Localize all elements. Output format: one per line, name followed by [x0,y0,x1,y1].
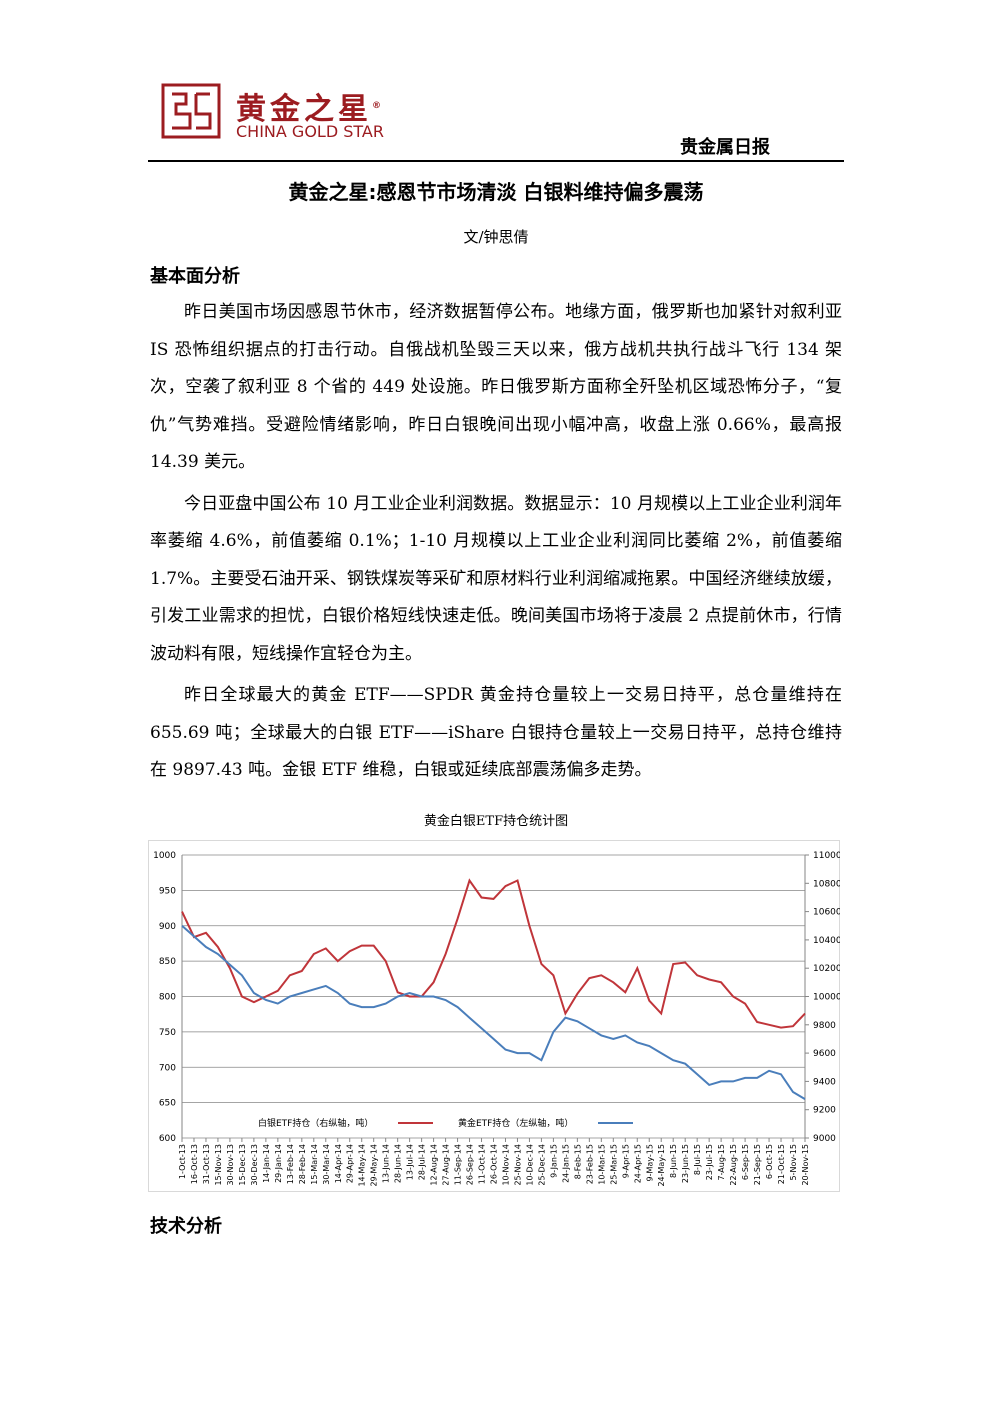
logo-mark: ® [372,101,385,111]
paragraph: 今日亚盘中国公布 10 月工业企业利润数据。数据显示：10 月规模以上工业企业利… [150,493,842,664]
y-tick-label: 650 [159,1099,176,1109]
x-tick-label: 10-Dec-14 [525,1144,534,1186]
x-tick-label: 16-Oct-13 [190,1144,199,1184]
x-tick-label: 9-Jan-15 [549,1144,558,1178]
x-tick-label: 11-Oct-14 [478,1144,487,1184]
x-tick-label: 12-Aug-14 [430,1144,439,1186]
x-tick-label: 22-Aug-15 [729,1144,738,1186]
author: 文/钟思倩 [463,228,529,246]
x-tick-label: 13-Jul-14 [406,1144,415,1180]
x-tick-label: 10-Nov-14 [501,1144,510,1186]
chart-frame [148,840,840,1192]
x-tick-label: 15-Dec-13 [238,1144,247,1186]
series-line [181,925,806,1100]
x-tick-label: 28-Jun-14 [394,1144,403,1183]
x-tick-label: 28-Jul-14 [418,1144,427,1180]
x-tick-label: 23-Feb-15 [585,1144,594,1184]
x-tick-label: 7-Aug-15 [717,1144,726,1181]
x-tick-label: 23-Jun-15 [681,1144,690,1183]
x-tick-label: 31-Oct-13 [202,1144,211,1184]
legend-label: 白银ETF持仓（右纵轴，吨） [258,1117,373,1129]
y-tick-label: 800 [159,993,176,1003]
x-tick-label: 30-Mar-14 [322,1144,331,1185]
x-tick-label: 26-Sep-14 [466,1144,475,1185]
x-tick-label: 25-Dec-14 [537,1144,546,1186]
x-tick-label: 28-Feb-14 [298,1144,307,1184]
y-tick-label: 850 [159,957,176,967]
x-tick-label: 21-Oct-15 [777,1144,786,1184]
x-tick-label: 10-Mar-15 [597,1144,606,1185]
x-tick-label: 8-Feb-15 [573,1144,582,1179]
section-heading: 技术分析 [150,1216,222,1237]
series-line [181,878,806,1029]
y2-tick-label: 9800 [813,1021,836,1031]
y-tick-label: 1000 [153,851,176,861]
x-tick-label: 14-Jan-14 [262,1144,271,1183]
x-tick-label: 26-Oct-14 [490,1144,499,1184]
y2-tick-label: 9000 [813,1134,836,1144]
x-tick-label: 30-Nov-13 [226,1144,235,1186]
logo-cn-text: 黄金之星 [236,92,372,127]
x-tick-label: 13-Jun-14 [382,1144,391,1183]
section-heading: 基本面分析 [150,266,240,287]
x-tick-label: 25-Nov-14 [513,1144,522,1186]
x-tick-label: 21-Sep-15 [753,1144,762,1185]
x-tick-label: 24-May-15 [657,1144,666,1187]
x-tick-label: 8-Jul-15 [693,1144,702,1175]
x-tick-label: 29-Jan-14 [274,1144,283,1183]
body: 昨日美国市场因感恩节休市，经济数据暂停公布。地缘方面，俄罗斯也加紧针对叙利亚 I… [150,294,842,790]
x-tick-label: 24-Apr-15 [633,1144,642,1183]
y-tick-label: 950 [159,886,176,896]
y2-tick-label: 10000 [813,993,840,1003]
header-rule [148,160,844,162]
x-tick-label: 8-Jun-15 [669,1144,678,1178]
doc-title: 黄金之星:感恩节市场清淡 白银料维持偏多震荡 [288,180,704,204]
x-tick-label: 27-Aug-14 [442,1144,451,1186]
x-tick-label: 24-Jan-15 [561,1144,570,1183]
y2-tick-label: 10600 [813,908,840,918]
chart: 600 650 700 750 800 850 900 950 1000 9000 9200 9400… [148,840,840,1192]
x-tick-label: 15-Nov-13 [214,1144,223,1186]
x-tick-label: 5-Nov-15 [789,1144,798,1180]
x-tick-label: 9-Apr-15 [621,1144,630,1178]
x-tick-label: 6-Oct-15 [765,1144,774,1179]
y-tick-label: 600 [159,1134,176,1144]
paragraph: 昨日美国市场因感恩节休市，经济数据暂停公布。地缘方面，俄罗斯也加紧针对叙利亚 I… [150,302,842,472]
legend-label: 黄金ETF持仓（左纵轴，吨） [458,1117,573,1129]
y2-tick-label: 9200 [813,1106,836,1116]
x-tick-label: 13-Feb-14 [286,1144,295,1184]
x-tick-label: 25-Mar-15 [609,1144,618,1185]
logo-cn: 黄金之星® [236,84,385,128]
y2-tick-label: 9400 [813,1077,836,1087]
logo-icon [161,83,221,139]
x-tick-label: 11-Sep-14 [454,1144,463,1185]
x-tick-label: 14-Apr-14 [334,1144,343,1183]
y2-tick-label: 10200 [813,964,840,974]
x-tick-label: 6-Sep-15 [741,1144,750,1180]
y-tick-label: 700 [159,1063,176,1073]
x-tick-label: 14-May-14 [358,1144,367,1187]
chart-title: 黄金白银ETF持仓统计图 [423,814,569,829]
y2-tick-label: 9600 [813,1049,836,1059]
y2-tick-label: 11000 [813,851,840,861]
x-tick-label: 20-Nov-15 [801,1144,810,1186]
x-tick-label: 29-Apr-14 [346,1144,355,1183]
report-name: 贵金属日报 [680,137,770,158]
logo-en: CHINA GOLD STAR [236,122,384,141]
x-tick-label: 29-May-14 [370,1144,379,1187]
y-tick-label: 750 [159,1028,176,1038]
y2-tick-label: 10800 [813,879,840,889]
x-tick-label: 9-May-15 [645,1144,654,1181]
y-tick-label: 900 [159,922,176,932]
x-tick-label: 1-Oct-13 [178,1144,187,1179]
y2-tick-label: 10400 [813,936,840,946]
x-tick-label: 23-Jul-15 [705,1144,714,1180]
x-tick-label: 30-Dec-13 [250,1144,259,1186]
x-tick-label: 15-Mar-14 [310,1144,319,1185]
paragraph: 昨日全球最大的黄金 ETF——SPDR 黄金持仓量较上一交易日持平，总仓量维持在… [150,685,842,780]
